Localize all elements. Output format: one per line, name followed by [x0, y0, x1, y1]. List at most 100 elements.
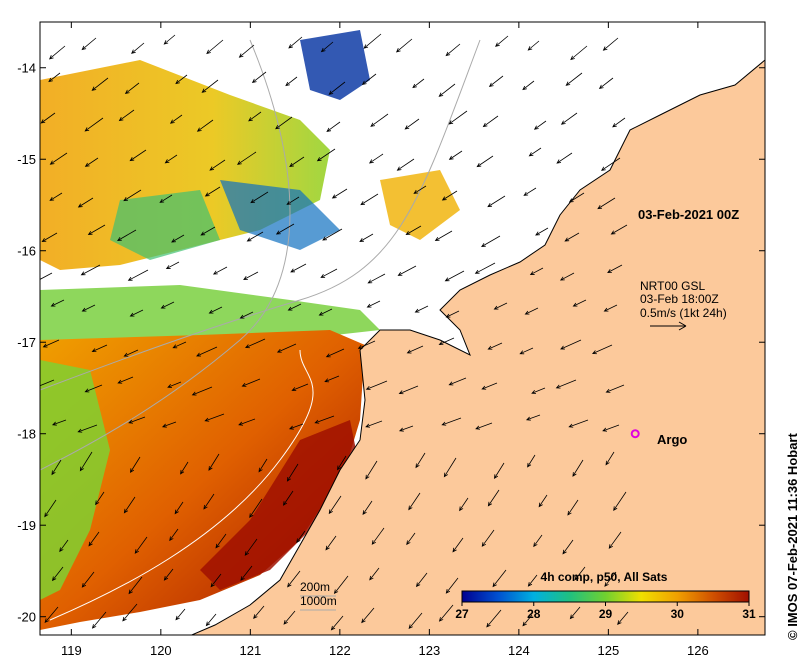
current-vector-arrow: [318, 308, 333, 316]
current-vector-arrow: [244, 338, 266, 349]
current-vector-arrow: [519, 347, 534, 355]
current-vector-arrow: [87, 224, 106, 235]
current-vector-arrow: [51, 419, 67, 426]
current-vector-arrow: [79, 451, 93, 472]
current-vector-arrow: [366, 300, 381, 308]
current-vector-arrow: [175, 608, 186, 621]
current-vector-arrow: [361, 73, 377, 86]
current-vector-arrow: [565, 72, 583, 86]
current-vector-arrow: [605, 451, 615, 466]
current-vector-arrow: [209, 159, 226, 171]
current-vector-arrow: [337, 455, 347, 471]
sst-patch-north-blue: [300, 30, 370, 100]
current-vector-arrow: [239, 311, 254, 319]
lon-tick-label: 120: [150, 643, 172, 658]
colorbar-ticks: 27 28 29 30 31: [455, 602, 756, 621]
date-label: 03-Feb-2021 00Z: [638, 207, 739, 222]
lat-tick-label: -15: [17, 152, 36, 167]
current-vector-arrow: [84, 384, 103, 393]
current-vector-arrow: [414, 305, 429, 313]
current-vector-arrow: [591, 344, 613, 355]
current-vector-arrow: [77, 197, 94, 208]
current-vector-arrow: [527, 454, 536, 468]
plot-frame: [39, 21, 766, 636]
current-vector-arrow: [602, 37, 619, 51]
current-vector-arrow: [328, 81, 346, 95]
current-vector-arrow: [362, 500, 373, 516]
current-vector-arrow: [415, 572, 428, 588]
current-vector-arrow: [48, 72, 61, 83]
current-vector-arrow: [81, 304, 96, 312]
current-vector-arrow: [41, 232, 58, 242]
current-vector-arrow: [40, 112, 56, 124]
current-vector-arrow: [569, 606, 581, 620]
current-vector-arrow: [404, 118, 420, 130]
current-vector-arrow: [605, 384, 625, 393]
current-vector-arrow: [285, 76, 298, 87]
current-vector-arrow: [482, 115, 499, 128]
current-vector-arrow: [203, 493, 215, 510]
current-vector-arrow: [555, 379, 577, 389]
current-vector-arrow: [129, 456, 141, 474]
current-vector-arrow: [180, 461, 189, 475]
current-vector-arrow: [128, 416, 146, 424]
lon-tick-label: 119: [61, 643, 82, 658]
current-vector-arrow: [50, 299, 65, 307]
current-vector-arrow: [412, 78, 425, 89]
colorbar-tick-label: 28: [527, 607, 541, 621]
current-vector-arrow: [333, 575, 349, 595]
current-vector-arrow: [481, 235, 501, 247]
current-vector-arrow: [607, 264, 623, 273]
current-vector-arrow: [474, 262, 496, 274]
contour-200m: [40, 39, 481, 391]
current-vector-arrow: [488, 75, 504, 88]
lon-tick-label: 126: [687, 643, 709, 658]
current-vector-arrow: [415, 452, 426, 469]
current-vector-arrow: [48, 45, 66, 60]
current-vector-arrow: [40, 379, 55, 387]
current-vector-arrow: [51, 459, 62, 476]
current-vector-arrow: [134, 536, 148, 554]
colorbar-tick-label: 29: [599, 607, 613, 621]
current-vector-arrow: [448, 110, 468, 125]
current-vector-arrow: [316, 148, 336, 162]
current-vector-arrow: [522, 80, 535, 91]
current-vector-arrow: [164, 154, 178, 164]
current-vector-arrow: [290, 263, 307, 273]
current-vector-arrow: [371, 527, 385, 545]
current-vector-arrow: [117, 376, 134, 384]
current-vector-arrow: [360, 193, 379, 206]
lon-tick-label: 122: [329, 643, 351, 658]
current-vector-arrow: [612, 117, 626, 128]
current-vector-arrow: [486, 609, 502, 628]
current-vector-arrow: [80, 264, 101, 276]
current-vector-arrow: [249, 498, 263, 519]
current-vector-arrow: [248, 111, 262, 122]
current-vector-arrow: [529, 267, 544, 276]
current-vector-arrow: [413, 185, 427, 194]
current-vector-arrow: [492, 569, 507, 588]
current-vector-arrow: [161, 421, 177, 428]
current-vector-arrow: [408, 612, 423, 630]
contour-1000m-label: 1000m: [300, 594, 337, 608]
current-vector-arrow: [169, 114, 183, 124]
latitude-axis: -14 -15 -16 -17 -18 -19 -20: [17, 61, 765, 625]
current-vector-arrow: [365, 460, 378, 480]
current-vector-arrow: [475, 422, 493, 430]
current-vector-arrow: [128, 576, 143, 595]
current-vector-arrow: [206, 39, 224, 55]
contour-coastal: [49, 349, 314, 621]
current-vector-arrow: [210, 573, 222, 588]
current-vector-arrow: [533, 120, 547, 130]
current-vector-arrow: [559, 272, 575, 281]
current-vector-arrow: [570, 45, 588, 61]
current-vector-arrow: [613, 491, 627, 512]
current-vector-arrow: [172, 341, 187, 349]
current-vector-arrow: [365, 380, 388, 390]
current-vector-arrow: [117, 229, 137, 241]
current-vector-arrow: [527, 574, 538, 587]
current-vector-arrow: [288, 36, 303, 49]
current-vector-arrow: [438, 604, 454, 622]
land-mass: [190, 59, 765, 635]
sst-patch-mid-blue: [220, 180, 340, 250]
